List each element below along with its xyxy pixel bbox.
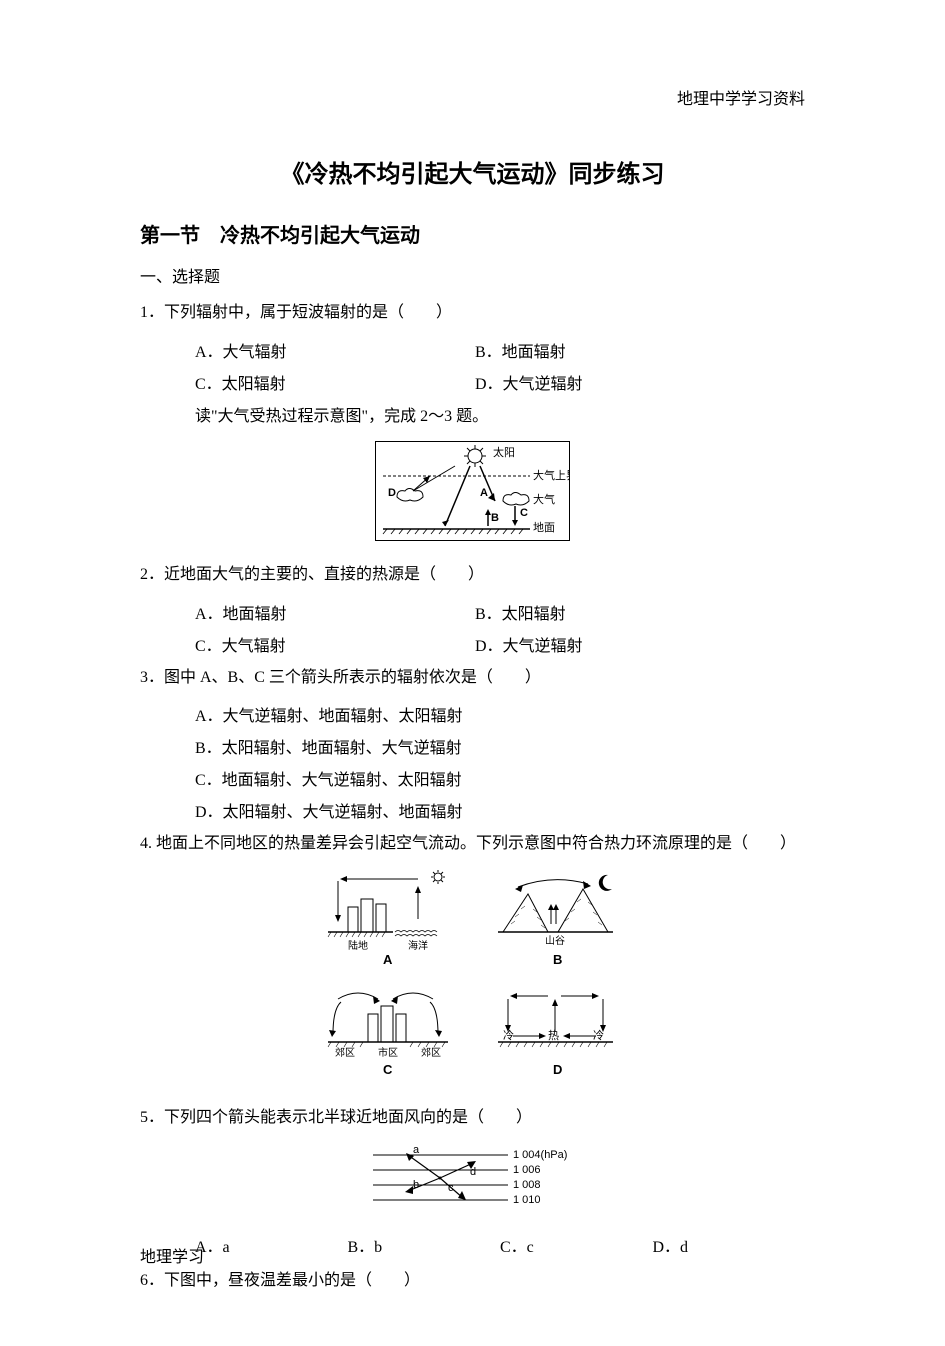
diagram-q5: 1 004(hPa) 1 006 1 008 1 010 a b c d (140, 1143, 805, 1218)
q3-optD: D．太阳辐射、大气逆辐射、地面辐射 (140, 798, 805, 822)
q5-optB: B．b (348, 1233, 501, 1257)
svg-text:陆地: 陆地 (348, 939, 368, 952)
diagram-q4: 陆地 海洋 A (140, 869, 805, 1089)
page-title: 《冷热不均引起大气运动》同步练习 (140, 154, 805, 189)
q5-optA: A．a (195, 1233, 348, 1257)
q1-optA: A．大气辐射 (195, 338, 475, 362)
svg-text:郊区: 郊区 (421, 1046, 441, 1059)
svg-text:A: A (383, 952, 393, 967)
svg-text:冷: 冷 (503, 1029, 514, 1042)
svg-text:c: c (448, 1182, 454, 1194)
q2-optD: D．大气逆辐射 (475, 632, 755, 656)
label-sun: 太阳 (493, 446, 515, 459)
svg-text:C: C (383, 1062, 393, 1077)
q1-optC: C．太阳辐射 (195, 370, 475, 394)
label-D: D (388, 487, 396, 499)
svg-text:D: D (553, 1062, 562, 1077)
diagram-heat-process: 太阳 大气上界 D 大气 A (140, 441, 805, 546)
header-right: 地理中学学习资料 (140, 85, 805, 109)
q2-optB: B．太阳辐射 (475, 600, 755, 624)
q2-optC: C．大气辐射 (195, 632, 475, 656)
label-atm: 大气 (533, 492, 555, 506)
q2-optA: A．地面辐射 (195, 600, 475, 624)
label-B: B (491, 512, 499, 524)
q5-optC: C．c (500, 1233, 653, 1257)
svg-text:热: 热 (548, 1029, 559, 1042)
instruction-23: 读"大气受热过程示意图"，完成 2～3 题。 (140, 402, 805, 426)
q1-optD: D．大气逆辐射 (475, 370, 755, 394)
svg-text:郊区: 郊区 (335, 1046, 355, 1059)
svg-text:a: a (413, 1144, 420, 1156)
q4-stem: 4. 地面上不同地区的热量差异会引起空气流动。下列示意图中符合热力环流原理的是（… (140, 830, 805, 859)
q6-stem: 6．下图中，昼夜温差最小的是（ ） (140, 1267, 805, 1296)
section-title: 第一节 冷热不均引起大气运动 (140, 219, 805, 248)
label-C: C (520, 507, 528, 519)
section-sub: 一、选择题 (140, 263, 805, 287)
svg-text:海洋: 海洋 (408, 939, 428, 952)
svg-text:市区: 市区 (378, 1046, 398, 1059)
q5-stem: 5．下列四个箭头能表示北半球近地面风向的是（ ） (140, 1104, 805, 1133)
svg-text:d: d (470, 1166, 476, 1178)
q3-optB: B．太阳辐射、地面辐射、大气逆辐射 (140, 734, 805, 758)
svg-text:山谷: 山谷 (545, 935, 565, 947)
svg-text:1 008: 1 008 (513, 1179, 541, 1191)
q3-optC: C．地面辐射、大气逆辐射、太阳辐射 (140, 766, 805, 790)
label-upper: 大气上界 (533, 468, 570, 482)
svg-text:冷: 冷 (593, 1029, 604, 1042)
q2-stem: 2．近地面大气的主要的、直接的热源是（ ） (140, 561, 805, 590)
svg-text:b: b (413, 1179, 419, 1191)
label-ground: 地面 (533, 521, 555, 534)
label-A: A (480, 487, 488, 499)
svg-text:1 010: 1 010 (513, 1194, 541, 1206)
svg-text:B: B (553, 952, 562, 967)
q1-stem: 1．下列辐射中，属于短波辐射的是（ ） (140, 299, 805, 328)
svg-text:1 006: 1 006 (513, 1164, 541, 1176)
q3-optA: A．大气逆辐射、地面辐射、太阳辐射 (140, 702, 805, 726)
q5-optD: D．d (653, 1233, 806, 1257)
svg-text:1 004(hPa): 1 004(hPa) (513, 1149, 567, 1161)
footer: 地理学习 (140, 1243, 204, 1267)
q1-optB: B．地面辐射 (475, 338, 755, 362)
q3-stem: 3．图中 A、B、C 三个箭头所表示的辐射依次是（ ） (140, 664, 805, 693)
